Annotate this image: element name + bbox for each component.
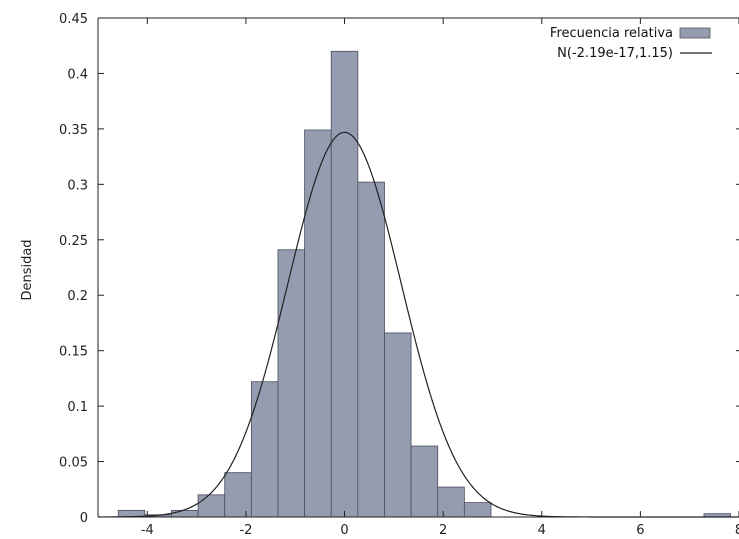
legend-label-histogram: Frecuencia relativa: [550, 26, 673, 41]
histogram-bar: [357, 181, 385, 518]
y-tick-label: 0.1: [67, 400, 88, 415]
x-tick-label: -2: [239, 523, 252, 538]
y-tick-label: 0.05: [59, 456, 88, 471]
x-tick-label: 6: [636, 523, 644, 538]
legend-swatch-histogram: [679, 27, 711, 39]
histogram-bar: [410, 445, 439, 518]
y-tick-label: 0.45: [59, 12, 88, 27]
histogram-bar: [197, 494, 226, 518]
legend: Frecuencia relativa N(-2.19e-17,1.15): [550, 26, 712, 61]
y-tick-label: 0.25: [59, 234, 88, 249]
histogram-bar: [171, 509, 199, 518]
histogram-bar: [330, 50, 359, 518]
histogram-bar: [437, 486, 465, 518]
y-tick-label: 0.15: [59, 345, 88, 360]
histogram-bar: [277, 249, 306, 518]
x-tick-label: 8: [735, 523, 739, 538]
y-axis-label: Densidad: [20, 239, 35, 300]
x-tick-label: 2: [439, 523, 447, 538]
histogram-bar: [224, 472, 252, 518]
y-tick-label: 0.3: [67, 178, 88, 193]
histogram-bar: [384, 332, 412, 518]
legend-label-normal: N(-2.19e-17,1.15): [557, 46, 673, 61]
y-tick-label: 0.2: [67, 289, 88, 304]
axes: 0 0.05 0.1 0.15 0.2 0.25 0.3 0.35 0.4 0.45 -4 -2 0 2 4…: [59, 12, 739, 538]
x-tick-label: -4: [141, 523, 154, 538]
histogram-bar: [304, 129, 332, 518]
y-tick-label: 0.4: [67, 67, 88, 82]
y-tick-label: 0: [80, 511, 88, 526]
histogram-bar: [463, 502, 492, 518]
histogram-bars: [117, 50, 732, 518]
histogram-bar: [250, 381, 279, 518]
y-tick-label: 0.35: [59, 123, 88, 138]
x-tick-label: 4: [538, 523, 546, 538]
x-tick-label: 0: [340, 523, 348, 538]
